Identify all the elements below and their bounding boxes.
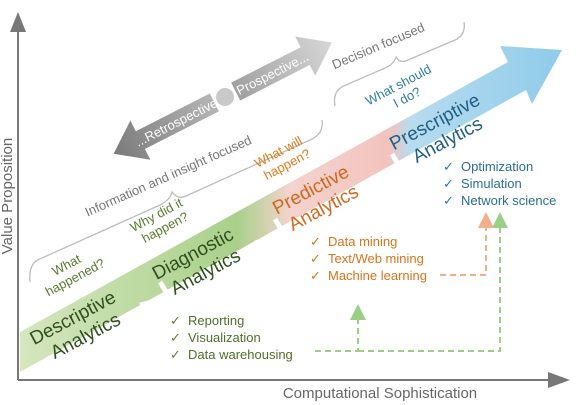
- list-item: Machine learning: [328, 268, 427, 283]
- check-icon: ✓: [170, 313, 181, 328]
- check-icon: ✓: [310, 251, 321, 266]
- info-insight-brace: [29, 119, 323, 283]
- retrospective-label: ...Retrospective: [133, 95, 220, 149]
- list-item: Optimization: [461, 159, 533, 174]
- axes: Value Proposition Computational Sophisti…: [0, 12, 570, 402]
- check-icon: ✓: [310, 234, 321, 249]
- x-axis-arrowhead: [548, 372, 570, 388]
- stage-separator: [371, 152, 406, 181]
- analytics-band: [20, 46, 562, 372]
- dashed-connectors: [315, 212, 508, 352]
- check-icon: ✓: [443, 193, 454, 208]
- prescriptive-list: ✓ Optimization ✓ Simulation ✓ Network sc…: [443, 159, 556, 208]
- time-focus-pivot-icon: [216, 88, 234, 106]
- check-icon: ✓: [170, 347, 181, 362]
- green-connector-right: [358, 212, 508, 352]
- descriptive-list: ✓ Reporting ✓ Visualization ✓ Data wareh…: [170, 313, 293, 362]
- list-item: Reporting: [188, 313, 244, 328]
- list-item: Network science: [461, 193, 556, 208]
- analytics-band-body: [20, 46, 562, 372]
- green-connector: [315, 304, 366, 352]
- check-icon: ✓: [443, 176, 454, 191]
- list-item: Visualization: [188, 330, 261, 345]
- stage-separator: [139, 280, 174, 308]
- decision-label: Decision focused: [330, 20, 427, 72]
- check-icon: ✓: [443, 159, 454, 174]
- predictive-list: ✓ Data mining ✓ Text/Web mining ✓ Machin…: [310, 234, 427, 283]
- y-axis-label: Value Proposition: [0, 138, 16, 254]
- check-icon: ✓: [310, 268, 321, 283]
- orange-connector: [440, 212, 494, 276]
- list-item: Data mining: [328, 234, 397, 249]
- list-item: Data warehousing: [188, 347, 293, 362]
- check-icon: ✓: [170, 330, 181, 345]
- focus-braces: [29, 21, 465, 283]
- prospective-arrow: [231, 36, 332, 101]
- list-item: Simulation: [461, 176, 522, 191]
- diagnostic-question: Why did it happen?: [128, 193, 196, 248]
- retrospective-arrow: [113, 93, 219, 160]
- list-item: Text/Web mining: [328, 251, 424, 266]
- prospective-label: Prospective...: [234, 49, 311, 98]
- decision-brace: [333, 21, 465, 107]
- stage-separator: [254, 217, 289, 246]
- y-axis-arrowhead: [10, 12, 26, 32]
- x-axis-label: Computational Sophistication: [283, 385, 477, 402]
